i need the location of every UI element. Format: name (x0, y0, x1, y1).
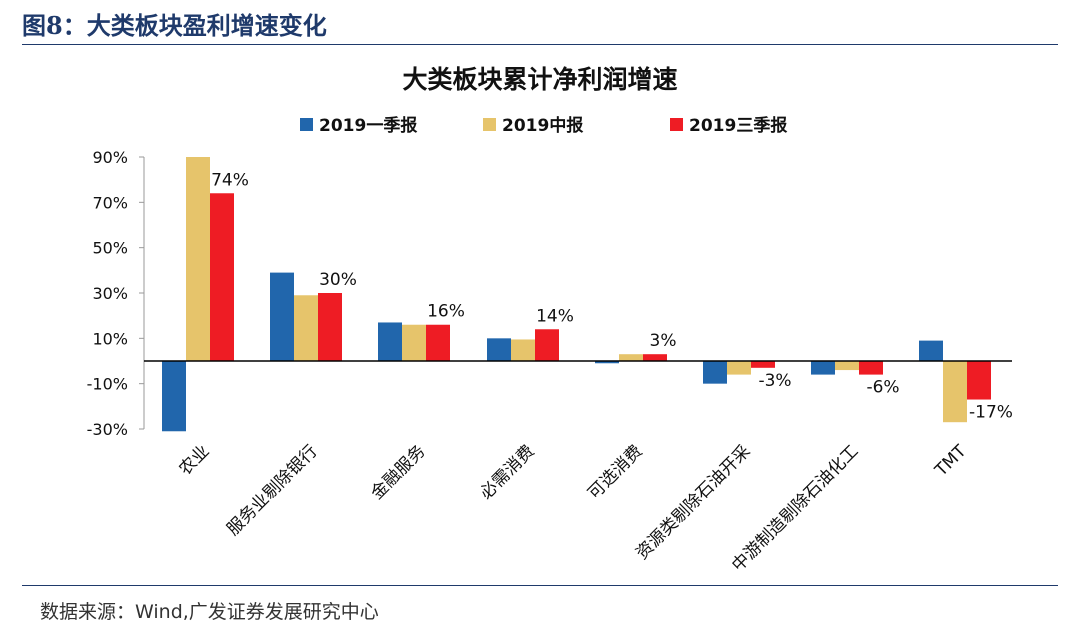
y-tick-label: 90% (92, 148, 128, 167)
y-tick-label: 50% (92, 239, 128, 258)
bar-2 (402, 324, 426, 361)
bar-3 (967, 361, 991, 400)
bar-3 (859, 361, 883, 375)
bar-3 (318, 293, 342, 361)
bar-2 (835, 361, 859, 371)
source-note: 数据来源：Wind,广发证券发展研究中心 (40, 601, 379, 623)
legend-swatch-2 (483, 118, 496, 131)
legend-swatch-1 (300, 118, 313, 131)
bar-3 (210, 193, 234, 361)
category-label: 服务业剔除银行 (223, 441, 321, 539)
data-label: -6% (866, 378, 899, 398)
legend-swatch-3 (670, 118, 683, 131)
figure-title: 图8：大类板块盈利增速变化 (22, 11, 327, 40)
bar-3 (426, 324, 450, 361)
bar-chart: 大类板块累计净利润增速 2019一季报 2019中报 2019三季报 -30% -10% 1… (87, 65, 1013, 576)
data-label: 16% (427, 302, 465, 322)
y-tick-label: 10% (92, 329, 128, 348)
bar-1 (703, 361, 727, 384)
bar-3 (751, 361, 775, 368)
chart-title: 大类板块累计净利润增速 (402, 65, 677, 94)
bar-1 (487, 338, 511, 361)
y-tick-label: 30% (92, 284, 128, 303)
category-label: 可选消费 (584, 441, 646, 503)
bar-2 (943, 361, 967, 423)
bar-1 (270, 272, 294, 361)
data-label: 3% (650, 331, 677, 351)
bar-3 (643, 354, 667, 361)
category-label: 资源类剔除石油开采 (632, 441, 754, 563)
data-label: 74% (211, 170, 249, 190)
category-label: TMT (931, 441, 971, 481)
bar-2 (619, 354, 643, 361)
bar-1 (162, 361, 186, 432)
bar-2 (186, 157, 210, 361)
top-rule (22, 44, 1058, 45)
bar-1 (919, 340, 943, 361)
bar-1 (595, 361, 619, 364)
category-label: 必需消费 (476, 441, 538, 503)
bar-3 (535, 329, 559, 361)
bottom-rule (22, 585, 1058, 586)
bar-1 (378, 322, 402, 361)
category-label: 农业 (175, 441, 213, 479)
bar-1 (811, 361, 835, 375)
y-tick-label: -10% (87, 375, 128, 394)
bar-2 (727, 361, 751, 375)
legend-label-3: 2019三季报 (689, 115, 787, 136)
y-tick-label: -30% (87, 420, 128, 439)
category-label: 金融服务 (367, 441, 429, 503)
data-label: 14% (536, 306, 574, 326)
legend-label-1: 2019一季报 (319, 115, 417, 136)
bar-2 (511, 339, 535, 361)
y-tick-label: 70% (92, 193, 128, 212)
data-label: -3% (758, 371, 791, 391)
bar-2 (294, 295, 318, 361)
legend-label-2: 2019中报 (502, 115, 583, 136)
data-label: -17% (969, 403, 1013, 423)
data-label: 30% (319, 270, 357, 290)
